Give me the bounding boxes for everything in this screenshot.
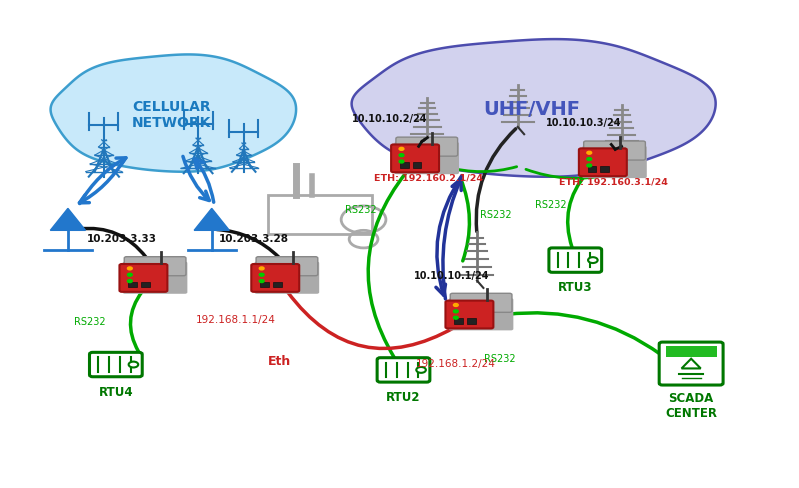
Circle shape (400, 160, 404, 163)
Bar (601, 166, 610, 172)
FancyBboxPatch shape (89, 352, 142, 377)
FancyBboxPatch shape (449, 298, 513, 330)
FancyBboxPatch shape (392, 144, 439, 172)
Text: 192.168.1.1/24: 192.168.1.1/24 (196, 315, 276, 325)
Bar (273, 282, 281, 287)
Circle shape (586, 158, 592, 161)
FancyBboxPatch shape (549, 248, 602, 272)
FancyArrowPatch shape (436, 176, 462, 295)
Polygon shape (50, 208, 85, 230)
FancyBboxPatch shape (584, 141, 646, 160)
FancyBboxPatch shape (395, 142, 459, 174)
Circle shape (128, 267, 133, 270)
Circle shape (259, 280, 264, 283)
Circle shape (416, 367, 426, 373)
Circle shape (259, 273, 264, 276)
Text: ETH: 192.160.2.1/24: ETH: 192.160.2.1/24 (374, 173, 483, 182)
FancyArrowPatch shape (80, 158, 126, 203)
FancyBboxPatch shape (125, 257, 186, 276)
FancyArrowPatch shape (526, 169, 606, 178)
FancyBboxPatch shape (256, 257, 318, 276)
FancyBboxPatch shape (120, 264, 168, 292)
FancyBboxPatch shape (251, 264, 299, 292)
FancyBboxPatch shape (377, 358, 430, 382)
FancyBboxPatch shape (659, 342, 723, 385)
Text: RS232: RS232 (483, 354, 515, 364)
FancyBboxPatch shape (123, 262, 187, 294)
Text: 10.10.10.1/24: 10.10.10.1/24 (414, 271, 489, 281)
Bar (400, 162, 409, 168)
Text: 10.203.3.28: 10.203.3.28 (219, 234, 289, 244)
Circle shape (128, 273, 133, 276)
FancyArrowPatch shape (130, 292, 142, 351)
Text: 10.10.10.2/24: 10.10.10.2/24 (352, 114, 427, 124)
Text: 10.203.3.33: 10.203.3.33 (87, 234, 157, 244)
Bar (413, 162, 422, 168)
FancyArrowPatch shape (78, 228, 146, 257)
FancyBboxPatch shape (451, 293, 512, 312)
FancyArrowPatch shape (506, 313, 661, 355)
FancyArrowPatch shape (443, 179, 461, 299)
Circle shape (400, 154, 404, 157)
FancyArrowPatch shape (567, 173, 587, 247)
Text: RS232: RS232 (535, 200, 567, 210)
Polygon shape (194, 208, 229, 230)
FancyBboxPatch shape (582, 146, 647, 178)
FancyBboxPatch shape (578, 148, 626, 176)
Text: 192.168.1.2/24: 192.168.1.2/24 (415, 359, 495, 368)
Text: RTU2: RTU2 (386, 391, 421, 404)
FancyArrowPatch shape (194, 159, 213, 202)
FancyBboxPatch shape (396, 137, 458, 156)
PathPatch shape (50, 55, 296, 172)
Circle shape (259, 267, 264, 270)
PathPatch shape (352, 39, 716, 177)
Circle shape (454, 316, 459, 319)
Bar (666, 346, 717, 357)
Bar (467, 318, 476, 324)
Circle shape (129, 362, 138, 367)
Text: RS232: RS232 (74, 317, 105, 327)
FancyArrowPatch shape (288, 292, 455, 348)
Bar (268, 195, 372, 234)
Text: CELLULAR
NETWORK: CELLULAR NETWORK (132, 100, 212, 130)
FancyBboxPatch shape (446, 301, 493, 328)
FancyArrowPatch shape (423, 139, 425, 141)
Circle shape (588, 257, 598, 263)
Text: RTU4: RTU4 (98, 386, 133, 399)
FancyArrowPatch shape (446, 167, 517, 172)
Circle shape (586, 151, 592, 154)
FancyArrowPatch shape (476, 129, 515, 231)
FancyArrowPatch shape (419, 139, 425, 140)
Text: RS232: RS232 (479, 210, 511, 220)
Circle shape (400, 147, 404, 150)
Text: RTU3: RTU3 (558, 281, 593, 294)
Circle shape (454, 310, 459, 313)
Bar (454, 318, 463, 324)
FancyArrowPatch shape (460, 178, 470, 261)
FancyArrowPatch shape (183, 156, 209, 201)
Bar (260, 282, 268, 287)
FancyBboxPatch shape (254, 262, 320, 294)
Bar (588, 166, 597, 172)
FancyArrowPatch shape (79, 159, 125, 203)
Text: ETH: 192.160.3.1/24: ETH: 192.160.3.1/24 (559, 177, 668, 186)
Text: SCADA
CENTER: SCADA CENTER (665, 392, 718, 420)
Bar (141, 282, 150, 287)
Text: RS232: RS232 (345, 205, 377, 215)
Circle shape (454, 304, 459, 306)
Text: 10.10.10.3/24: 10.10.10.3/24 (546, 118, 621, 128)
Text: UHF/VHF: UHF/VHF (483, 101, 580, 119)
Bar (128, 282, 137, 287)
Circle shape (586, 164, 592, 167)
Circle shape (128, 280, 133, 283)
Text: Eth: Eth (268, 355, 292, 367)
FancyArrowPatch shape (217, 229, 280, 258)
FancyArrowPatch shape (368, 173, 406, 357)
